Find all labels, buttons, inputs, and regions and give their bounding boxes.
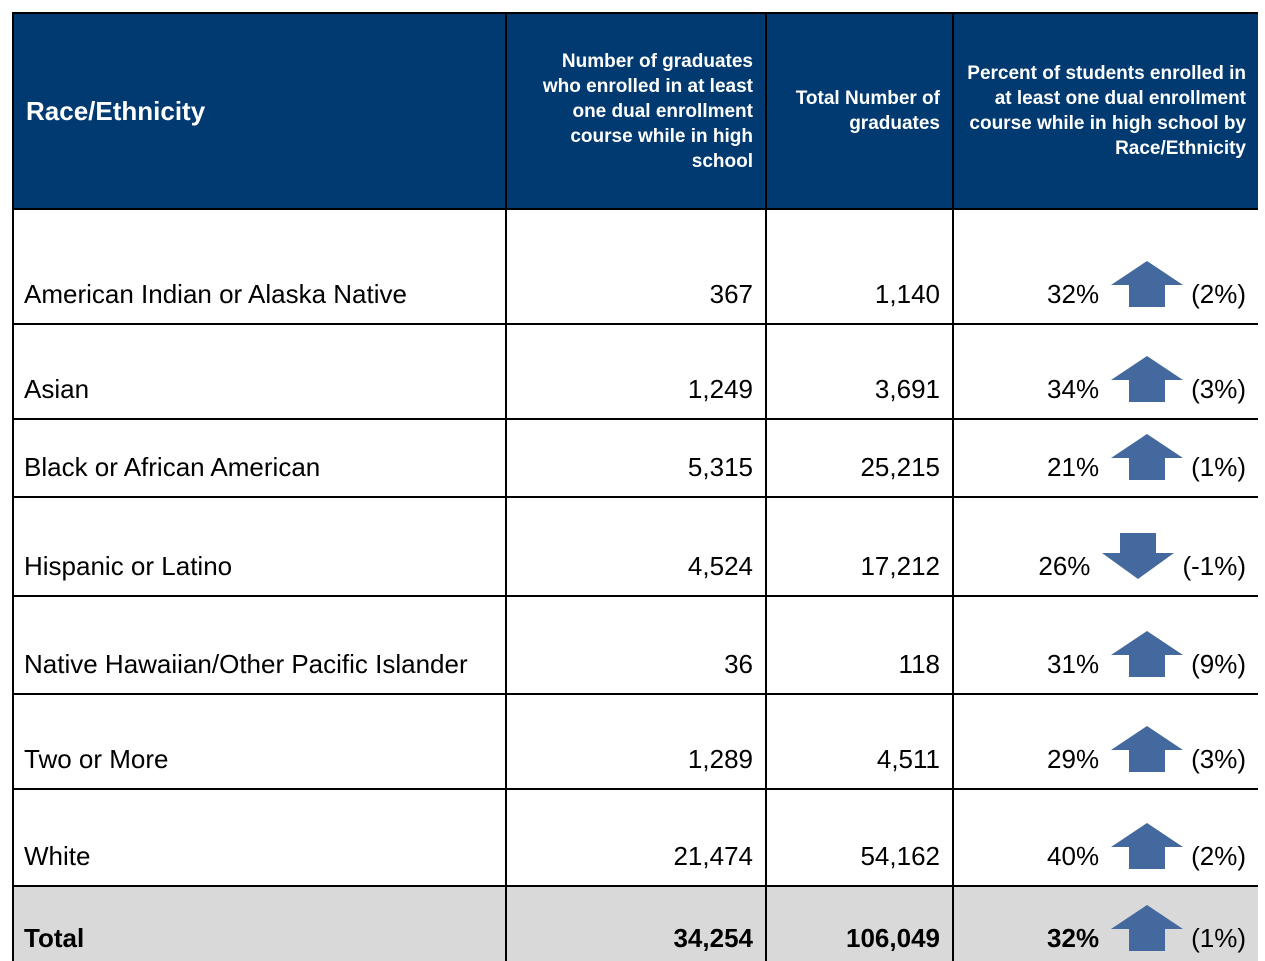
percent-group: 26% (-1%) [966,531,1246,581]
cell: Native Hawaiian/Other Pacific Islander [12,595,507,695]
up-arrow [1111,631,1184,677]
table: Race/Ethnicity Number of graduates who e… [12,12,1258,961]
cell: 21,474 [505,788,767,887]
cell: 4,511 [765,693,954,790]
down-arrow [1102,533,1175,579]
cell: Black or African American [12,418,507,498]
percent: 31% [1047,649,1100,679]
percent-cell: 31% (9%) [952,595,1258,695]
arrow-shape [1111,434,1184,480]
arrow-shape [1111,261,1184,307]
table-row: American Indian or Alaska Native 367 1,140… [12,208,1258,325]
cell: 1,249 [505,323,767,420]
cell: 118 [765,595,954,695]
cell: Total [12,885,507,961]
table-row: Hispanic or Latino 4,524 17,212 26% (-1%) [12,496,1258,597]
header-row: Race/Ethnicity Number of graduates who e… [12,12,1258,210]
arrow-shape [1111,905,1184,951]
percent: 34% [1047,374,1100,404]
percent: 32% [1047,279,1100,309]
cell: 34,254 [505,885,767,961]
percent-group: 29% (3%) [966,724,1246,774]
change: (3%) [1191,744,1246,774]
change: (1%) [1191,923,1246,953]
up-arrow [1111,823,1184,869]
percent: 29% [1047,744,1100,774]
cell: 106,049 [765,885,954,961]
change: (-1%) [1182,551,1246,581]
percent-group: 34% (3%) [966,354,1246,404]
table-row: Two or More 1,289 4,511 29% (3%) [12,693,1258,790]
percent-cell: 32% (1%) [952,885,1258,961]
cell: 367 [505,208,767,325]
change: (3%) [1191,374,1246,404]
up-arrow [1111,434,1184,480]
cell: 25,215 [765,418,954,498]
cell: 4,524 [505,496,767,597]
percent: 26% [1038,551,1091,581]
percent-cell: 34% (3%) [952,323,1258,420]
change: (2%) [1191,841,1246,871]
percent-cell: 26% (-1%) [952,496,1258,597]
percent-group: 31% (9%) [966,629,1246,679]
percent-cell: 29% (3%) [952,693,1258,790]
header-cell: Race/Ethnicity [12,12,507,210]
up-arrow [1111,356,1184,402]
percent-group: 21% (1%) [966,432,1246,482]
percent-group: 40% (2%) [966,821,1246,871]
arrow-shape [1111,823,1184,869]
percent-group: 32% (2%) [966,259,1246,309]
table-row: White 21,474 54,162 40% (2%) [12,788,1258,887]
header-cell: Number of graduates who enrolled in at l… [505,12,767,210]
up-arrow [1111,905,1184,951]
header-cell: Percent of students enrolled in at least… [952,12,1258,210]
percent-group: 32% (1%) [966,903,1246,953]
percent-cell: 32% (2%) [952,208,1258,325]
cell: 3,691 [765,323,954,420]
arrow-shape [1111,356,1184,402]
percent-cell: 40% (2%) [952,788,1258,887]
change: (1%) [1191,452,1246,482]
table-row: Native Hawaiian/Other Pacific Islander 36… [12,595,1258,695]
percent: 21% [1047,452,1100,482]
cell: Hispanic or Latino [12,496,507,597]
cell: White [12,788,507,887]
cell: Asian [12,323,507,420]
table-row: Asian 1,249 3,691 34% (3%) [12,323,1258,420]
change: (2%) [1191,279,1246,309]
percent-cell: 21% (1%) [952,418,1258,498]
table-body: American Indian or Alaska Native 367 1,140… [12,208,1258,961]
cell: 54,162 [765,788,954,887]
up-arrow [1111,726,1184,772]
cell: 36 [505,595,767,695]
table-frame: Race/Ethnicity Number of graduates who e… [12,12,1258,961]
header-cell: Total Number of graduates [765,12,954,210]
cell: 1,289 [505,693,767,790]
total-row: Total 34,254 106,049 32% (1%) [12,885,1258,961]
percent: 40% [1047,841,1100,871]
percent: 32% [1047,923,1100,953]
cell: 17,212 [765,496,954,597]
cell: American Indian or Alaska Native [12,208,507,325]
arrow-shape [1102,533,1175,579]
cell: 1,140 [765,208,954,325]
arrow-shape [1111,631,1184,677]
cell: 5,315 [505,418,767,498]
cell: Two or More [12,693,507,790]
arrow-shape [1111,726,1184,772]
table-row: Black or African American 5,315 25,215 21% (… [12,418,1258,498]
up-arrow [1111,261,1184,307]
change: (9%) [1191,649,1246,679]
